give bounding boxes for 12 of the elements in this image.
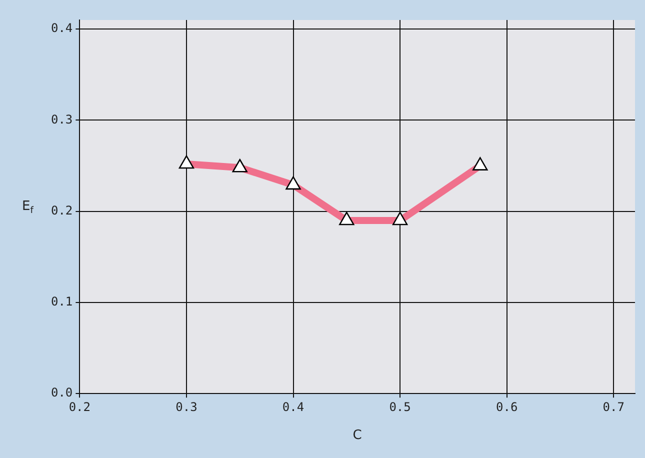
y-tick-label: 0.3	[50, 112, 73, 126]
x-tick-label: 0.5	[389, 400, 411, 414]
y-tick-label: 0.0	[50, 386, 73, 400]
x-tick-label: 0.6	[496, 400, 518, 414]
y-tick-label: 0.1	[50, 294, 73, 309]
x-tick-label: 0.4	[282, 400, 304, 414]
x-tick-label: 0.2	[68, 400, 91, 414]
x-tick-label: 0.7	[602, 400, 624, 414]
y-tick-label: 0.4	[50, 21, 73, 36]
y-tick-label: 0.2	[50, 203, 73, 218]
x-tick-label: 0.3	[176, 400, 198, 414]
x-axis-title: C	[352, 428, 362, 443]
